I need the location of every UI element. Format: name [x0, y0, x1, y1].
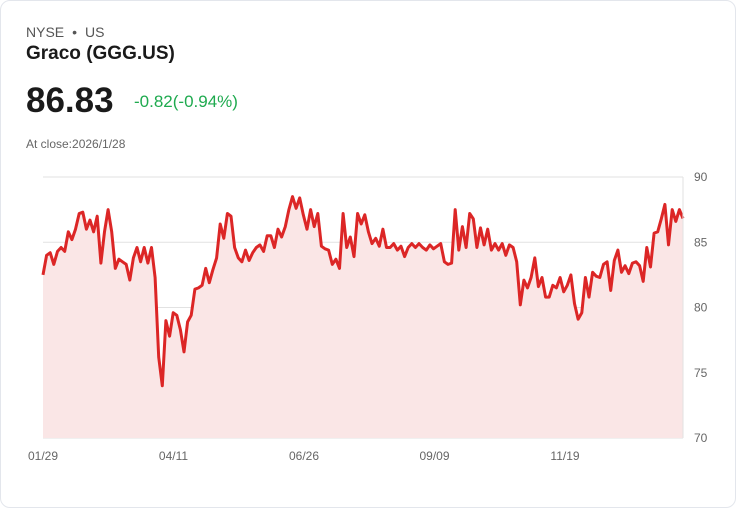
exchange-name: NYSE [26, 24, 65, 40]
exchange-info: NYSE • US [26, 24, 104, 40]
y-tick-label: 80 [694, 301, 708, 315]
current-price: 86.83 [26, 81, 114, 120]
y-tick-label: 85 [694, 235, 708, 249]
separator-dot: • [72, 24, 78, 40]
y-tick-label: 75 [694, 366, 708, 380]
x-tick-label: 11/19 [550, 449, 579, 463]
x-tick-label: 09/09 [419, 449, 449, 463]
price-area-fill [43, 196, 683, 438]
y-tick-label: 70 [694, 431, 708, 445]
price-change: -0.82(-0.94%) [134, 92, 238, 111]
price-line [41, 195, 685, 388]
x-tick-label: 01/29 [28, 449, 58, 463]
close-time: At close:2026/1/28 [26, 137, 126, 151]
stock-title: Graco (GGG.US) [26, 43, 175, 64]
country: US [85, 24, 105, 40]
y-tick-label: 90 [694, 170, 708, 184]
x-tick-label: 04/11 [159, 449, 188, 463]
x-tick-label: 06/26 [289, 449, 319, 463]
